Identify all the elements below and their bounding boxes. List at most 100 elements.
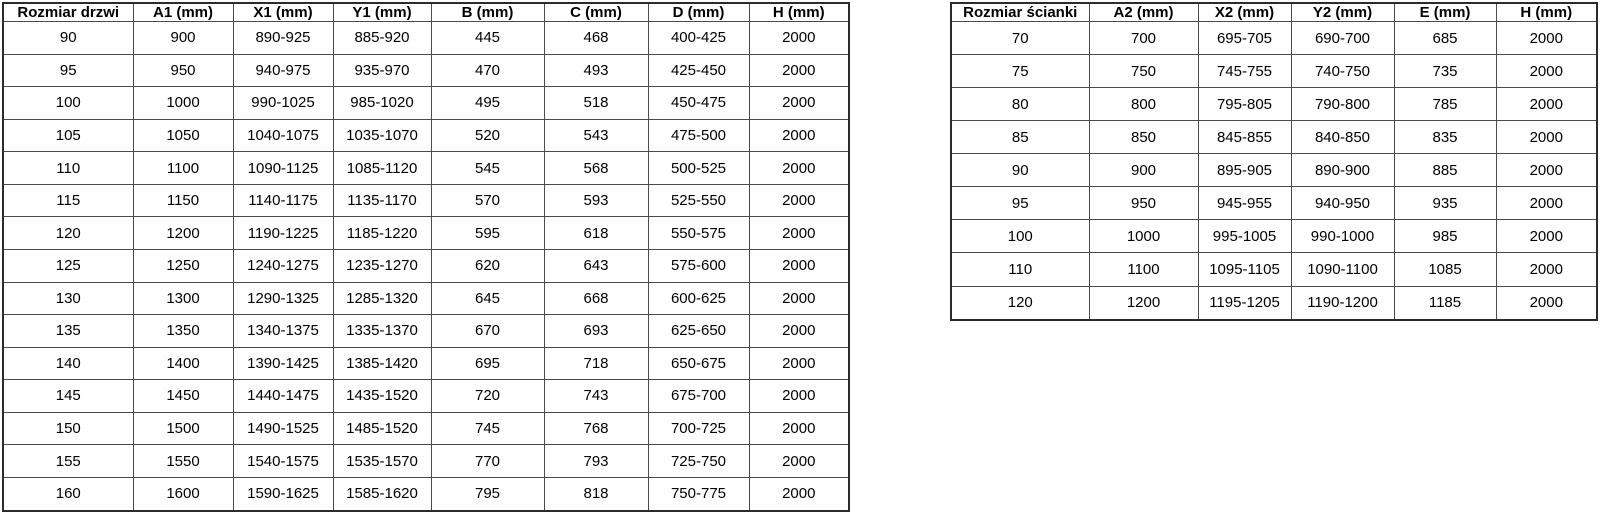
table-cell: 743 [543, 379, 649, 413]
table-cell: 130 [2, 281, 134, 316]
table-cell: 695-705 [1197, 20, 1292, 56]
table-cell: 568 [543, 151, 649, 185]
table-cell: 105 [2, 118, 134, 153]
table-cell: 695 [430, 346, 545, 381]
table-cell: 650-675 [647, 346, 750, 381]
table-cell: 595 [430, 216, 545, 250]
table-cell: 1190-1200 [1290, 285, 1395, 321]
table-cell: 80 [950, 87, 1090, 122]
table-cell: 1140-1175 [232, 183, 334, 218]
table-row: 130 1300 1290-1325 1285-1320 645 668 600-625 20… [2, 281, 850, 316]
table-cell: 685 [1393, 20, 1497, 56]
table-cell: 1535-1570 [332, 444, 432, 478]
table-cell: 115 [2, 183, 134, 218]
table-cell: 2000 [748, 476, 850, 512]
table-row: 125 1250 1240-1275 1235-1270 620 643 575-600 20… [2, 248, 850, 283]
wall-size-table: Rozmiar ścianki A2 (mm) X2 (mm) Y2 (mm) E (m… [950, 2, 1598, 321]
table-cell: 725-750 [647, 444, 750, 478]
column-header: B (mm) [430, 2, 545, 22]
table-cell: 620 [430, 248, 545, 283]
table-cell: 985 [1393, 219, 1497, 254]
column-header: E (mm) [1393, 2, 1497, 22]
header-row: Rozmiar ścianki A2 (mm) X2 (mm) Y2 (mm) E (m… [950, 2, 1598, 22]
table-cell: 1300 [132, 281, 234, 316]
table-cell: 550-575 [647, 216, 750, 250]
table-cell: 120 [950, 285, 1090, 321]
table-cell: 935 [1393, 186, 1497, 221]
table-cell: 593 [543, 183, 649, 218]
table-row: 120 1200 1195-1205 1190-1200 1185 2000 [950, 285, 1598, 321]
table-cell: 2000 [1495, 252, 1598, 287]
table-cell: 1035-1070 [332, 118, 432, 153]
table-cell: 2000 [748, 314, 850, 348]
column-header: Y2 (mm) [1290, 2, 1395, 22]
table-cell: 75 [950, 54, 1090, 89]
table-cell: 900 [132, 21, 234, 55]
table-cell: 945-955 [1197, 186, 1292, 221]
table-cell: 1500 [132, 411, 234, 446]
table-cell: 470 [430, 53, 545, 88]
table-cell: 1040-1075 [232, 118, 334, 153]
table-cell: 2000 [1495, 186, 1598, 221]
table-cell: 500-525 [647, 151, 750, 185]
table-cell: 518 [543, 86, 649, 120]
table-cell: 95 [2, 53, 134, 88]
table-cell: 1000 [1088, 219, 1199, 254]
table-row: 95 950 940-975 935-970 470 493 425-450 2000 [2, 53, 850, 88]
table-cell: 600-625 [647, 281, 750, 316]
table-row: 70 700 695-705 690-700 685 2000 [950, 20, 1598, 56]
table-cell: 140 [2, 346, 134, 381]
table-cell: 935-970 [332, 53, 432, 88]
table-cell: 445 [430, 21, 545, 55]
table-row: 90 900 890-925 885-920 445 468 400-425 2000 [2, 21, 850, 55]
table-cell: 1235-1270 [332, 248, 432, 283]
table-cell: 1090-1125 [232, 151, 334, 185]
table-cell: 618 [543, 216, 649, 250]
table-row: 140 1400 1390-1425 1385-1420 695 718 650-675 20… [2, 346, 850, 381]
table-cell: 2000 [748, 216, 850, 250]
table-cell: 2000 [748, 183, 850, 218]
table-cell: 2000 [748, 346, 850, 381]
column-header: H (mm) [1495, 2, 1598, 22]
table-cell: 1285-1320 [332, 281, 432, 316]
table-cell: 1200 [1088, 285, 1199, 321]
table-cell: 110 [950, 252, 1090, 287]
table-row: 150 1500 1490-1525 1485-1520 745 768 700-725 20… [2, 411, 850, 446]
table-cell: 110 [2, 151, 134, 185]
table-cell: 1095-1105 [1197, 252, 1292, 287]
table-cell: 1490-1525 [232, 411, 334, 446]
table-cell: 2000 [748, 281, 850, 316]
table-cell: 1200 [132, 216, 234, 250]
table-cell: 2000 [748, 151, 850, 185]
table-cell: 85 [950, 120, 1090, 155]
table-cell: 475-500 [647, 118, 750, 153]
table-cell: 545 [430, 151, 545, 185]
table-cell: 795-805 [1197, 87, 1292, 122]
door-size-table: Rozmiar drzwi A1 (mm) X1 (mm) Y1 (mm) B (mm)… [2, 2, 850, 512]
column-header: A2 (mm) [1088, 2, 1199, 22]
column-header: X1 (mm) [232, 2, 334, 22]
table-cell: 1240-1275 [232, 248, 334, 283]
table-row: 135 1350 1340-1375 1335-1370 670 693 625-650 20… [2, 314, 850, 348]
table-cell: 2000 [1495, 54, 1598, 89]
table-cell: 793 [543, 444, 649, 478]
table-cell: 1435-1520 [332, 379, 432, 413]
table-cell: 2000 [1495, 153, 1598, 188]
table-cell: 155 [2, 444, 134, 478]
table-cell: 670 [430, 314, 545, 348]
table-cell: 950 [132, 53, 234, 88]
table-cell: 718 [543, 346, 649, 381]
table-cell: 1085-1120 [332, 151, 432, 185]
column-header: Rozmiar drzwi [2, 2, 134, 22]
table-cell: 645 [430, 281, 545, 316]
table-cell: 493 [543, 53, 649, 88]
table-cell: 2000 [1495, 285, 1598, 321]
table-cell: 1090-1100 [1290, 252, 1395, 287]
table-cell: 890-925 [232, 21, 334, 55]
table-cell: 745 [430, 411, 545, 446]
column-header: X2 (mm) [1197, 2, 1292, 22]
table-cell: 1550 [132, 444, 234, 478]
table-cell: 690-700 [1290, 20, 1395, 56]
column-header: Y1 (mm) [332, 2, 432, 22]
column-header: Rozmiar ścianki [950, 2, 1090, 22]
